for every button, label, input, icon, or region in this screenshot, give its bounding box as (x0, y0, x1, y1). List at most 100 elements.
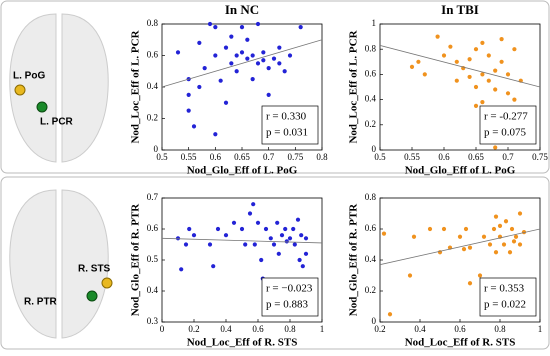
x-tick-label: 1 (320, 324, 325, 334)
point (517, 211, 523, 216)
point (295, 217, 301, 222)
point (277, 45, 282, 50)
point (467, 245, 473, 250)
point (493, 250, 499, 255)
point (467, 281, 473, 286)
point (247, 211, 253, 216)
x-tick-label: 0.4 (414, 324, 426, 334)
point (457, 234, 463, 239)
point (259, 257, 264, 263)
point (454, 78, 459, 83)
point (512, 97, 517, 102)
point (243, 242, 248, 247)
point (229, 61, 234, 66)
point (298, 25, 303, 30)
point (467, 57, 472, 62)
point (480, 72, 485, 77)
point (441, 53, 447, 58)
x-axis-label: Nod_Glo_Eff of L. PoG (405, 165, 516, 177)
point (505, 91, 511, 96)
x-tick-label: 0.2 (188, 324, 199, 334)
point (218, 78, 223, 83)
point (234, 69, 239, 74)
point (282, 69, 287, 74)
y-tick-label: 0 (372, 316, 377, 326)
y-tick-label: 0 (372, 144, 377, 154)
point (507, 250, 513, 255)
point (255, 61, 261, 66)
point (197, 40, 202, 46)
point (416, 59, 421, 64)
x-axis-label: Nod_Loc_Eff of R. STS (405, 337, 516, 349)
point (503, 219, 509, 224)
point (255, 21, 261, 27)
chart-title: In TBI (441, 2, 479, 17)
point (448, 44, 453, 49)
node-marker (101, 277, 113, 289)
point (422, 72, 427, 77)
stat-text: p = 0.883 (266, 299, 308, 311)
point (480, 40, 485, 46)
x-tick-label: 0.6 (252, 324, 264, 334)
point (223, 100, 229, 105)
point (276, 251, 281, 256)
point (183, 242, 189, 247)
point (239, 226, 245, 232)
point (505, 72, 511, 77)
point (271, 242, 277, 247)
y-tick-label: 0.5 (147, 254, 159, 264)
point (300, 264, 305, 269)
x-tick-label: 0.65 (468, 152, 484, 162)
point (509, 226, 515, 232)
point (234, 53, 239, 58)
x-tick-label: 0.75 (532, 152, 548, 162)
node-label: L. PoG (13, 71, 45, 82)
point (239, 25, 245, 30)
point (473, 84, 479, 90)
point (291, 226, 296, 232)
point (223, 45, 229, 50)
x-tick-label: 0.55 (404, 152, 420, 162)
point (186, 92, 191, 97)
point (303, 236, 309, 241)
x-tick-label: 0.5 (374, 152, 386, 162)
brain (9, 13, 109, 163)
point (175, 236, 181, 241)
x-tick-label: 0.7 (263, 152, 275, 162)
y-tick-label: 1 (372, 18, 377, 28)
point (263, 226, 269, 232)
y-axis-label: Nod_Loc_Eff of L. PCR (348, 29, 360, 143)
stat-text: p = 0.022 (484, 299, 526, 311)
point (213, 132, 218, 137)
point (245, 56, 250, 61)
y-axis-label: Nod_Loc_Eff of L. PCR (130, 29, 142, 143)
point (493, 68, 498, 73)
point (231, 220, 237, 225)
point (409, 64, 415, 69)
y-tick-label: 0.4 (365, 94, 377, 104)
point (435, 34, 440, 39)
fit-line (379, 228, 541, 266)
x-tick-label: 0.6 (210, 152, 222, 162)
point (207, 21, 213, 27)
x-tick-label: 1 (538, 324, 543, 334)
point (473, 47, 479, 52)
point (487, 242, 493, 247)
x-tick-label: 0.75 (287, 152, 303, 162)
point (454, 59, 459, 64)
point (473, 103, 479, 108)
point (481, 234, 487, 239)
point (407, 273, 413, 278)
point (255, 220, 261, 225)
stat-box (261, 105, 319, 145)
point (303, 251, 309, 256)
point (381, 231, 387, 236)
point (499, 59, 504, 64)
point (411, 234, 417, 239)
x-tick-label: 0.8 (494, 324, 506, 334)
y-tick-label: 0.3 (147, 316, 159, 326)
point (493, 214, 499, 219)
fit-line (161, 237, 323, 244)
